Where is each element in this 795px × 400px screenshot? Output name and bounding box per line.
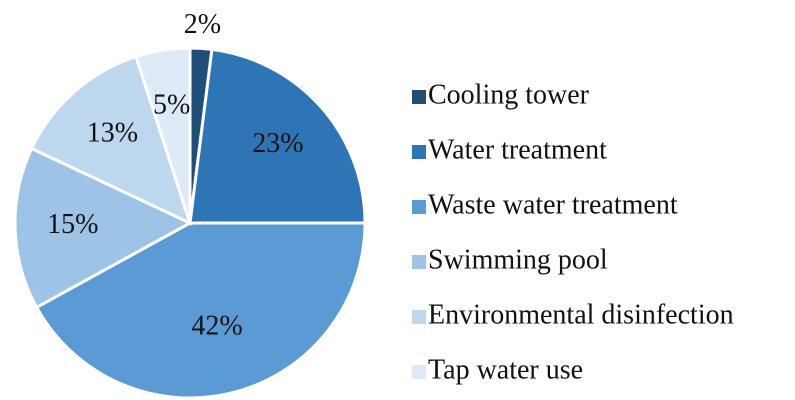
- legend-label: Environmental disinfection: [428, 299, 734, 330]
- legend-swatch: [412, 90, 426, 104]
- legend-swatch: [412, 145, 426, 159]
- legend-swatch: [412, 365, 426, 379]
- legend-swatch: [412, 255, 426, 269]
- legend-swatch: [412, 310, 426, 324]
- legend-label: Water treatment: [428, 134, 607, 165]
- data-label: 13%: [87, 117, 138, 148]
- legend-swatch: [412, 200, 426, 214]
- pie-slice: [188, 47, 367, 225]
- pie-slice: [134, 46, 192, 224]
- legend-label: Cooling tower: [428, 79, 590, 110]
- legend-label: Tap water use: [428, 354, 583, 385]
- legend-label: Waste water treatment: [428, 189, 678, 220]
- data-label: 15%: [47, 209, 98, 240]
- data-label: 5%: [153, 90, 190, 121]
- pie-slice: [29, 54, 193, 226]
- data-label: 42%: [191, 311, 242, 342]
- legend-label: Swimming pool: [428, 244, 608, 275]
- data-label: 2%: [184, 9, 221, 40]
- pie-slice: [13, 146, 194, 310]
- pie-slice: [34, 221, 367, 400]
- data-label: 23%: [252, 128, 303, 159]
